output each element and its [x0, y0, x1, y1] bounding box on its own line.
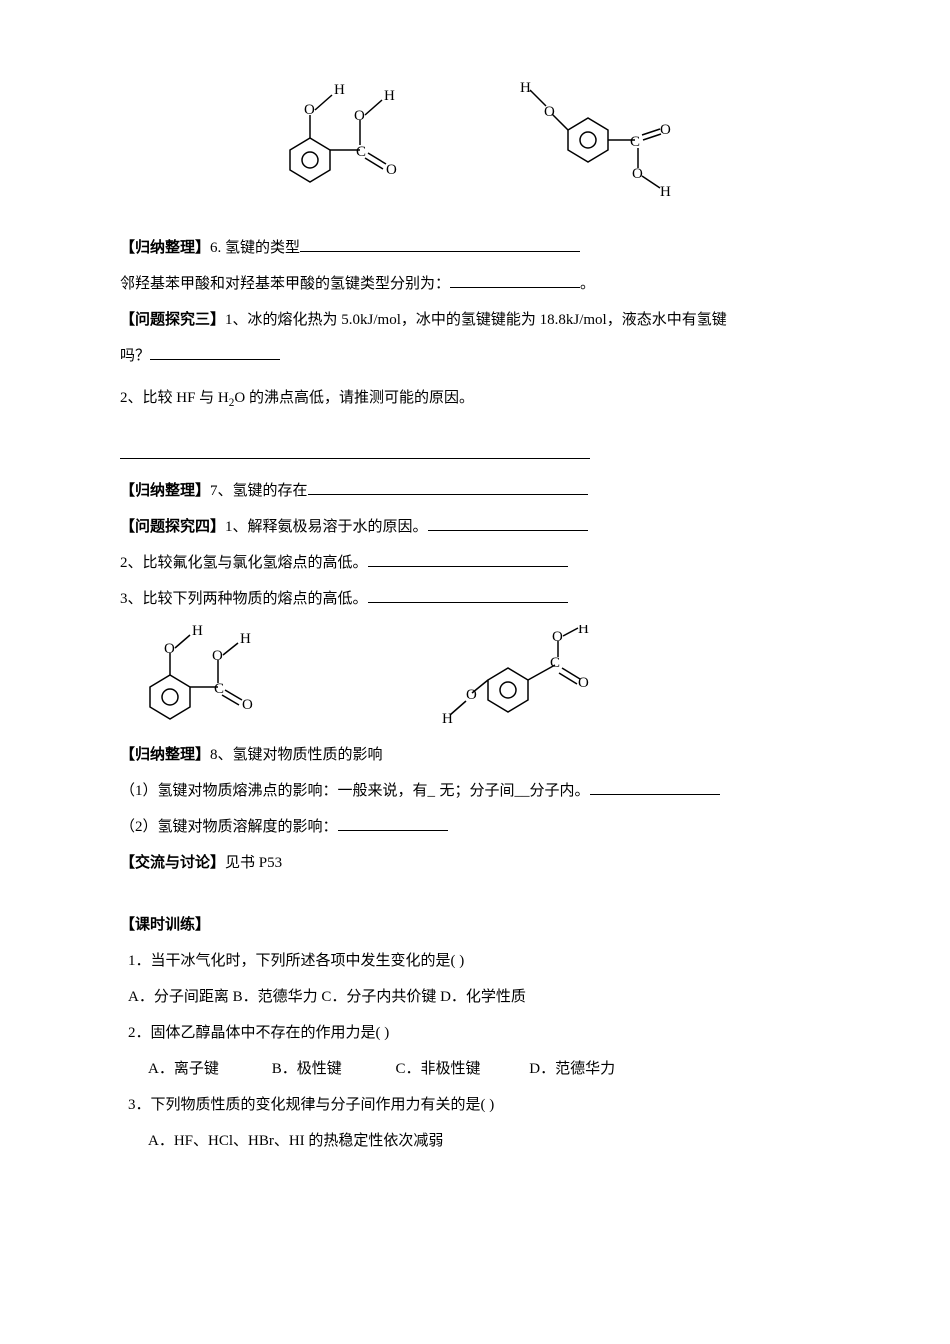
- training-heading-line: 【课时训练】: [120, 907, 830, 943]
- text: 2．固体乙醇晶体中不存在的作用力是( ): [128, 1025, 389, 1041]
- atom-label: O: [386, 162, 397, 178]
- blank-line: [590, 776, 720, 795]
- atom-label: O: [164, 641, 175, 657]
- summary-heading: 【归纳整理】: [120, 240, 210, 256]
- atom-label: O: [660, 122, 671, 138]
- text: A．分子间距离 B．范德华力 C．分子内共价键 D．化学性质: [128, 989, 526, 1005]
- text: 8、氢键对物质性质的影响: [210, 747, 383, 763]
- atom-label: O: [544, 104, 555, 120]
- blank-line: [450, 269, 580, 288]
- discuss-line: 【交流与讨论】见书 P53: [120, 845, 830, 881]
- summary-6-line2: 邻羟基苯甲酸和对羟基苯甲酸的氢键类型分别为： 。: [120, 266, 830, 302]
- atom-label: H: [660, 184, 671, 200]
- summary-6-text: 6. 氢键的类型: [210, 240, 300, 256]
- atom-label: O: [212, 648, 223, 664]
- text: A．HF、HCl、HBr、HI 的热稳定性依次减弱: [148, 1133, 443, 1149]
- text: 3、比较下列两种物质的熔点的高低。: [120, 591, 368, 607]
- summary-8-line: 【归纳整理】8、氢键对物质性质的影响: [120, 737, 830, 773]
- blank-line: [300, 233, 580, 252]
- training-heading: 【课时训练】: [120, 917, 210, 933]
- text: 分子内。: [530, 783, 590, 799]
- text: 邻羟基苯甲酸和对羟基苯甲酸的氢键类型分别为：: [120, 276, 450, 292]
- summary-heading: 【归纳整理】: [120, 483, 210, 499]
- atom-label: O: [578, 675, 589, 691]
- option-a: A．离子键: [148, 1051, 268, 1087]
- inquiry-heading: 【问题探究三】: [120, 312, 225, 328]
- text: 1．当干冰气化时，下列所述各项中发生变化的是( ): [128, 953, 464, 969]
- atom-label: H: [334, 82, 345, 98]
- inquiry-heading: 【问题探究四】: [120, 519, 225, 535]
- text: _: [428, 773, 440, 809]
- blank-line: [428, 512, 588, 531]
- summary-heading: 【归纳整理】: [120, 747, 210, 763]
- atom-label: O: [242, 697, 253, 713]
- atom-label: H: [384, 88, 395, 104]
- atom-label: H: [240, 631, 251, 647]
- atom-label: C: [214, 681, 224, 697]
- atom-label: O: [552, 629, 563, 645]
- text: 。: [580, 276, 595, 292]
- text: （2）氢键对物质溶解度的影响：: [120, 819, 338, 835]
- text: （1）氢键对物质熔沸点的影响：一般来说，有: [120, 783, 428, 799]
- training-q2: 2．固体乙醇晶体中不存在的作用力是( ): [120, 1015, 830, 1051]
- text: O 的沸点高低，请推测可能的原因。: [234, 390, 474, 406]
- training-q3-option-a: A．HF、HCl、HBr、HI 的热稳定性依次减弱: [120, 1123, 830, 1159]
- atom-label: O: [354, 108, 365, 124]
- text: 见书 P53: [225, 855, 282, 871]
- text: 2、比较氟化氢与氯化氢熔点的高低。: [120, 555, 368, 571]
- blank-line: [150, 341, 280, 360]
- summary-8-p1: （1）氢键对物质熔沸点的影响：一般来说，有_无；分子间__分子内。: [120, 773, 830, 809]
- text: 2、比较 HF 与 H: [120, 390, 229, 406]
- atom-label: C: [630, 134, 640, 150]
- molecule-diagram-row-mid: O H O H C O H O C O O H: [120, 625, 830, 725]
- training-q2-options: A．离子键 B．极性键 C．非极性键 D．范德华力: [120, 1051, 830, 1087]
- text: 7、氢键的存在: [210, 483, 308, 499]
- text: 1、解释氨极易溶于水的原因。: [225, 519, 428, 535]
- blank-line: [368, 548, 568, 567]
- text: __: [515, 773, 530, 809]
- atom-label: O: [632, 166, 643, 182]
- inquiry-4-q2: 2、比较氟化氢与氯化氢熔点的高低。: [120, 545, 830, 581]
- training-q3: 3．下列物质性质的变化规律与分子间作用力有关的是( ): [120, 1087, 830, 1123]
- inquiry-4-q1: 【问题探究四】1、解释氨极易溶于水的原因。: [120, 509, 830, 545]
- atom-label: H: [192, 625, 203, 639]
- text: 1、冰的熔化热为 5.0kJ/mol，冰中的氢键键能为 18.8kJ/mol，液…: [225, 312, 727, 328]
- molecule-diagram-ortho-mid: O H O H C O: [130, 625, 280, 725]
- summary-6-line: 【归纳整理】6. 氢键的类型: [120, 230, 830, 266]
- text: 3．下列物质性质的变化规律与分子间作用力有关的是( ): [128, 1097, 494, 1113]
- atom-label: C: [550, 655, 560, 671]
- blank-line: [308, 476, 588, 495]
- training-q1: 1．当干冰气化时，下列所述各项中发生变化的是( ): [120, 943, 830, 979]
- blank-answer-line: [120, 437, 830, 473]
- text: 无；分子间: [440, 783, 515, 799]
- atom-label: O: [466, 687, 477, 703]
- discuss-heading: 【交流与讨论】: [120, 855, 225, 871]
- option-d: D．范德华力: [529, 1051, 615, 1087]
- summary-8-p2: （2）氢键对物质溶解度的影响：: [120, 809, 830, 845]
- molecule-diagram-ortho-top: O H O H C O: [260, 80, 430, 190]
- molecule-diagram-para-top: H O C O O H: [510, 80, 690, 200]
- inquiry-4-q3: 3、比较下列两种物质的熔点的高低。: [120, 581, 830, 617]
- atom-label: H: [578, 625, 589, 637]
- atom-label: H: [442, 711, 453, 725]
- atom-label: H: [520, 80, 531, 96]
- blank-line: [338, 812, 448, 831]
- inquiry-3-q1b: 吗？: [120, 338, 830, 374]
- text: 吗？: [120, 348, 150, 364]
- option-b: B．极性键: [272, 1051, 392, 1087]
- molecule-diagram-para-mid: H O C O O H: [440, 625, 610, 725]
- inquiry-3-q1: 【问题探究三】1、冰的熔化热为 5.0kJ/mol，冰中的氢键键能为 18.8k…: [120, 302, 830, 338]
- molecule-diagram-row-top: O H O H C O H O C: [120, 80, 830, 200]
- training-q1-options: A．分子间距离 B．范德华力 C．分子内共价键 D．化学性质: [120, 979, 830, 1015]
- inquiry-3-q2: 2、比较 HF 与 H2O 的沸点高低，请推测可能的原因。: [120, 380, 830, 417]
- blank-line: [368, 584, 568, 603]
- summary-7-line: 【归纳整理】7、氢键的存在: [120, 473, 830, 509]
- option-c: C．非极性键: [396, 1051, 526, 1087]
- atom-label: C: [356, 144, 366, 160]
- atom-label: O: [304, 102, 315, 118]
